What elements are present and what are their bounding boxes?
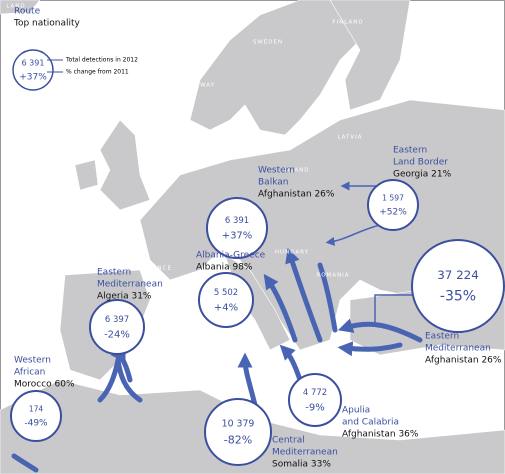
- route-total: 5 502: [214, 288, 238, 298]
- route-nationality: Albania 98%: [196, 263, 253, 273]
- route-change: -9%: [305, 403, 324, 414]
- legend-change: +37%: [19, 73, 47, 83]
- route-name: Mediterranean: [425, 344, 491, 354]
- route-name: African: [14, 368, 45, 378]
- route-circle: [10, 390, 62, 442]
- country-label: HUNGARY: [275, 250, 309, 256]
- route-nationality: Somalia 33%: [272, 460, 331, 470]
- legend-total-note: Total detections in 2012: [65, 57, 138, 64]
- route-name: Mediterranean: [97, 280, 163, 290]
- route: 5 502 +4% Albania-Greece Albania 98%: [196, 251, 266, 328]
- country-label: SWEDEN: [253, 40, 283, 46]
- route-name: Central: [272, 436, 305, 446]
- route-name: Albania-Greece: [196, 251, 266, 261]
- legend-route: Route: [14, 7, 41, 17]
- route-change: -35%: [440, 289, 476, 305]
- route-name: Land Border: [393, 158, 448, 168]
- country-label: FINLAND: [332, 20, 363, 26]
- route-name: Eastern: [393, 146, 427, 156]
- route-name: Balkan: [258, 178, 288, 188]
- legend-circle: [12, 49, 54, 91]
- legend-nationality: Top nationality: [13, 19, 81, 29]
- route-name: Western: [14, 356, 51, 366]
- country-label: LATVIA: [337, 135, 362, 141]
- route-nationality: Afghanistan 36%: [342, 430, 419, 440]
- routes: 1 597 +52% Eastern Land Border Georgia 21% 6 …: [10, 146, 505, 470]
- route: 37 224 -35% Eastern Mediterranean Afghanista…: [411, 239, 505, 366]
- route-total: 1 597: [382, 193, 404, 202]
- route: 10 379 -82% Central Mediterranean Somalia 33…: [204, 398, 338, 470]
- route-circle: [89, 299, 145, 355]
- route-nationality: Georgia 21%: [393, 170, 452, 180]
- route-nationality: Afghanistan 26%: [258, 190, 335, 200]
- route-total: 174: [29, 404, 44, 413]
- route-change: -24%: [104, 330, 130, 341]
- legend: Route Top nationality 6 391 +37% Total d…: [12, 7, 138, 91]
- country-label: NORWAY: [185, 83, 215, 89]
- route-total: 6 397: [105, 315, 129, 325]
- route: 6 391 +37% Western Balkan Afghanistan 26%: [206, 166, 335, 259]
- route-change: -82%: [224, 433, 252, 446]
- route: 6 397 -24% Eastern Mediterranean Algeria 31%: [89, 268, 163, 355]
- route-circle: [206, 197, 268, 259]
- legend-total: 6 391: [22, 59, 45, 68]
- route-circle: [367, 179, 419, 231]
- route-nationality: Afghanistan 26%: [425, 356, 502, 366]
- route-nationality: Algeria 31%: [97, 292, 152, 302]
- route: 1 597 +52% Eastern Land Border Georgia 21%: [367, 146, 452, 231]
- route-name: Apulia: [342, 406, 370, 416]
- route-name: Eastern: [425, 332, 459, 342]
- route-circle: [411, 239, 505, 333]
- route-name: and Calabria: [342, 418, 399, 428]
- route-change: +37%: [222, 231, 253, 242]
- route-name: Mediterranean: [272, 448, 338, 458]
- country-label: LAND: [6, 4, 25, 10]
- legend-change-note: % change from 2011: [66, 69, 129, 76]
- route-name: Eastern: [97, 268, 131, 278]
- route-circle: [204, 398, 272, 466]
- route-change: +52%: [379, 207, 407, 217]
- route-circle: [288, 373, 342, 427]
- route-name: Western: [258, 166, 295, 176]
- country-label: POLAND: [281, 168, 310, 174]
- route-circle: [198, 272, 254, 328]
- route: 4 772 -9% Apulia and Calabria Afghanistan 36…: [288, 373, 419, 440]
- route-change: +4%: [214, 303, 238, 314]
- route-change: -49%: [24, 418, 48, 428]
- country-label: FRANCE: [144, 266, 172, 272]
- route-nationality: Morocco 60%: [14, 380, 75, 390]
- country-label: ROMANIA: [316, 273, 349, 279]
- route: 174 -49% Western African Morocco 60%: [10, 356, 75, 442]
- route-total: 6 391: [225, 216, 249, 226]
- route-total: 4 772: [303, 388, 327, 398]
- route-total: 37 224: [437, 268, 479, 282]
- route-total: 10 379: [222, 418, 255, 429]
